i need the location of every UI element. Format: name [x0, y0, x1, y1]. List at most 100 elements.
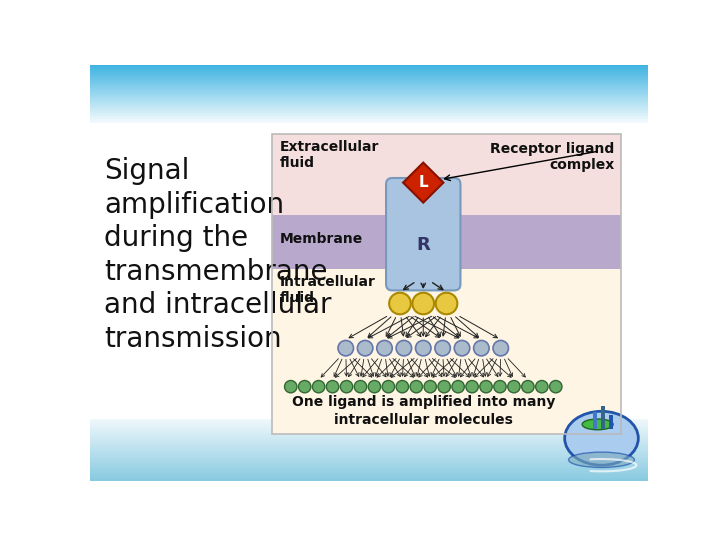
Circle shape — [377, 340, 392, 356]
Bar — [90, 88, 648, 89]
Bar — [90, 439, 648, 440]
Bar — [90, 475, 648, 476]
Bar — [90, 440, 648, 441]
Circle shape — [413, 293, 434, 314]
Bar — [90, 447, 648, 448]
Bar — [90, 468, 648, 469]
Circle shape — [368, 381, 381, 393]
Bar — [90, 436, 648, 437]
Bar — [90, 433, 648, 434]
Text: Receptor ligand
complex: Receptor ligand complex — [490, 142, 615, 172]
Bar — [90, 120, 648, 121]
Bar — [90, 122, 648, 123]
Bar — [90, 65, 648, 66]
Bar — [90, 98, 648, 99]
Bar — [90, 428, 648, 429]
Bar — [90, 76, 648, 77]
Bar — [90, 77, 648, 78]
Bar — [90, 80, 648, 81]
Bar — [90, 422, 648, 423]
Bar — [90, 121, 648, 122]
Circle shape — [424, 381, 436, 393]
Bar — [90, 103, 648, 104]
Circle shape — [410, 381, 423, 393]
Bar — [90, 110, 648, 111]
Bar — [90, 114, 648, 115]
Bar — [90, 469, 648, 470]
Bar — [90, 107, 648, 108]
Bar — [90, 429, 648, 430]
Bar — [90, 74, 648, 75]
Bar — [90, 479, 648, 480]
Circle shape — [549, 381, 562, 393]
Bar — [90, 100, 648, 101]
Bar — [90, 442, 648, 443]
Bar — [90, 430, 648, 431]
Circle shape — [396, 340, 412, 356]
Bar — [593, 412, 597, 429]
Bar — [90, 78, 648, 79]
Bar — [90, 85, 648, 86]
Bar — [90, 476, 648, 477]
Bar — [90, 73, 648, 74]
Text: One ligand is amplified into many
intracellular molecules: One ligand is amplified into many intrac… — [292, 395, 555, 428]
Bar — [90, 71, 648, 72]
Bar — [90, 478, 648, 479]
Bar — [90, 448, 648, 449]
Bar — [90, 459, 648, 460]
Circle shape — [312, 381, 325, 393]
Bar — [90, 105, 648, 106]
Bar — [90, 93, 648, 94]
Bar — [90, 462, 648, 463]
Circle shape — [326, 381, 339, 393]
Bar — [90, 90, 648, 91]
Circle shape — [299, 381, 311, 393]
Bar — [90, 461, 648, 462]
Circle shape — [508, 381, 520, 393]
Bar — [90, 452, 648, 453]
Circle shape — [396, 381, 408, 393]
Bar — [90, 81, 648, 82]
Bar — [90, 421, 648, 422]
Bar — [90, 82, 648, 83]
Bar — [90, 455, 648, 456]
Bar — [90, 117, 648, 118]
Bar — [90, 419, 648, 420]
Bar — [90, 111, 648, 112]
Bar — [90, 83, 648, 84]
Bar — [90, 470, 648, 471]
Bar — [609, 415, 613, 429]
Bar — [90, 95, 648, 96]
Bar — [90, 427, 648, 428]
Bar — [90, 106, 648, 107]
Bar — [90, 112, 648, 113]
Bar — [90, 424, 648, 425]
Circle shape — [354, 381, 366, 393]
Bar — [90, 109, 648, 110]
Bar — [90, 92, 648, 93]
Bar — [90, 435, 648, 436]
Bar — [90, 454, 648, 455]
Bar — [90, 463, 648, 464]
Text: Signal
amplification
during the
transmembrane
and intracellular
transmission: Signal amplification during the transmem… — [104, 157, 331, 353]
Circle shape — [436, 293, 457, 314]
Ellipse shape — [564, 411, 639, 465]
Bar — [90, 466, 648, 467]
Bar — [272, 215, 621, 269]
Bar — [90, 426, 648, 427]
Bar — [90, 477, 648, 478]
Bar — [90, 443, 648, 444]
Bar — [90, 67, 648, 68]
Bar — [90, 68, 648, 69]
Polygon shape — [403, 163, 444, 202]
Bar — [90, 118, 648, 119]
Bar — [90, 66, 648, 67]
Circle shape — [389, 293, 411, 314]
Bar — [90, 75, 648, 76]
Bar — [90, 451, 648, 452]
Circle shape — [480, 381, 492, 393]
Bar — [90, 465, 648, 466]
Ellipse shape — [582, 419, 613, 430]
Bar — [90, 471, 648, 472]
Bar — [90, 101, 648, 102]
